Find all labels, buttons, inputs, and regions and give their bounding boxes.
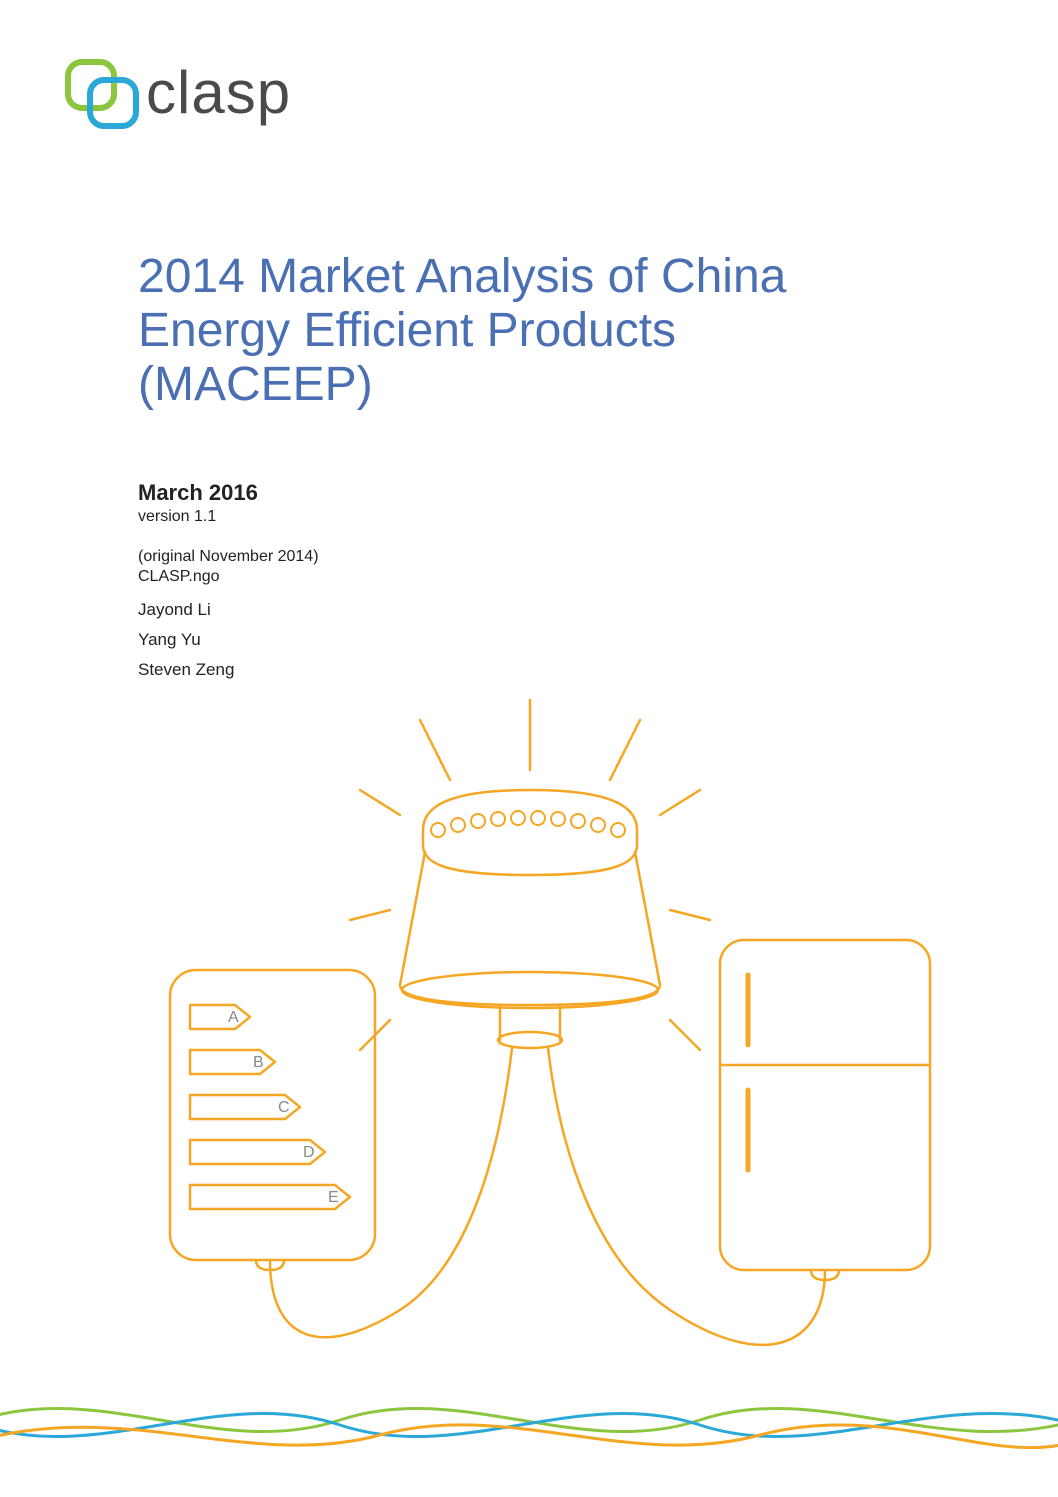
author-2: Steven Zeng	[138, 660, 319, 680]
version: version 1.1	[138, 508, 319, 526]
author-1: Yang Yu	[138, 630, 319, 650]
author-0: Jayond Li	[138, 600, 319, 620]
energy-label-icon: A B C D E	[170, 970, 375, 1260]
meta-block: March 2016 version 1.1 (original Novembe…	[138, 480, 319, 690]
label-letter-a: A	[228, 1009, 239, 1026]
page: clasp 2014 Market Analysis of China Ener…	[0, 0, 1058, 1497]
label-letter-e: E	[328, 1189, 339, 1206]
org: CLASP.ngo	[138, 568, 319, 586]
date: March 2016	[138, 480, 319, 506]
label-letter-d: D	[303, 1144, 315, 1161]
bulb-icon	[350, 700, 710, 1050]
original: (original November 2014)	[138, 548, 319, 566]
wires	[256, 1048, 839, 1345]
cover-illustration: A B C D E	[0, 0, 1058, 1497]
logo-text: clasp	[146, 58, 291, 127]
label-letter-c: C	[278, 1099, 290, 1116]
label-letter-b: B	[253, 1054, 264, 1071]
logo: clasp	[60, 40, 320, 145]
waves	[0, 1408, 1058, 1447]
report-title: 2014 Market Analysis of China Energy Eff…	[138, 250, 898, 411]
fridge-icon	[720, 940, 930, 1270]
